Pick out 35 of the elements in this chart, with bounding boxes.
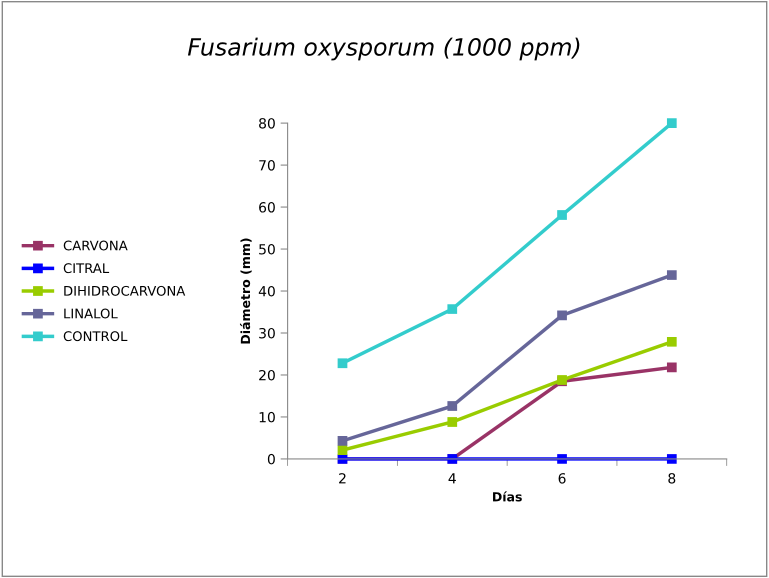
x-tick-label: 4 — [448, 473, 456, 484]
point — [666, 454, 677, 464]
y-tick-label: 30 — [259, 328, 275, 338]
x-axis-title: Días — [493, 491, 522, 502]
y-tick-label: 40 — [258, 286, 275, 296]
y-tick-label: 70 — [259, 160, 275, 171]
point — [338, 358, 348, 368]
chart-title: Fusarium oxysporum (1000 ppm) — [188, 38, 580, 60]
legend-label: CONTROL — [64, 331, 128, 342]
y-tick-label: 20 — [259, 370, 275, 380]
legend-label: LINALOL — [64, 308, 118, 318]
legend-label: DIHIDROCARVONA — [64, 286, 186, 296]
point — [557, 310, 567, 320]
point — [447, 304, 458, 314]
legend-label: CARVONA — [64, 240, 128, 250]
y-tick-label: 0 — [268, 454, 275, 464]
point — [666, 118, 677, 128]
x-tick-label: 8 — [668, 473, 676, 484]
point — [447, 417, 458, 427]
y-tick-label: 60 — [259, 202, 275, 213]
legend-label: CITRAL — [64, 263, 110, 274]
y-axis-title: Diámetro (mm) — [240, 238, 252, 344]
point — [666, 336, 677, 347]
y-tick-label: 10 — [260, 412, 275, 422]
point — [447, 401, 458, 411]
point — [557, 210, 567, 220]
point — [338, 436, 348, 446]
y-tick-label: 50 — [259, 244, 275, 255]
x-tick-label: 2 — [339, 473, 346, 484]
point — [557, 454, 567, 464]
x-tick-label: 6 — [558, 473, 566, 484]
point — [666, 270, 677, 280]
point — [666, 362, 677, 372]
y-tick-label: 80 — [259, 118, 275, 129]
point — [338, 445, 348, 455]
